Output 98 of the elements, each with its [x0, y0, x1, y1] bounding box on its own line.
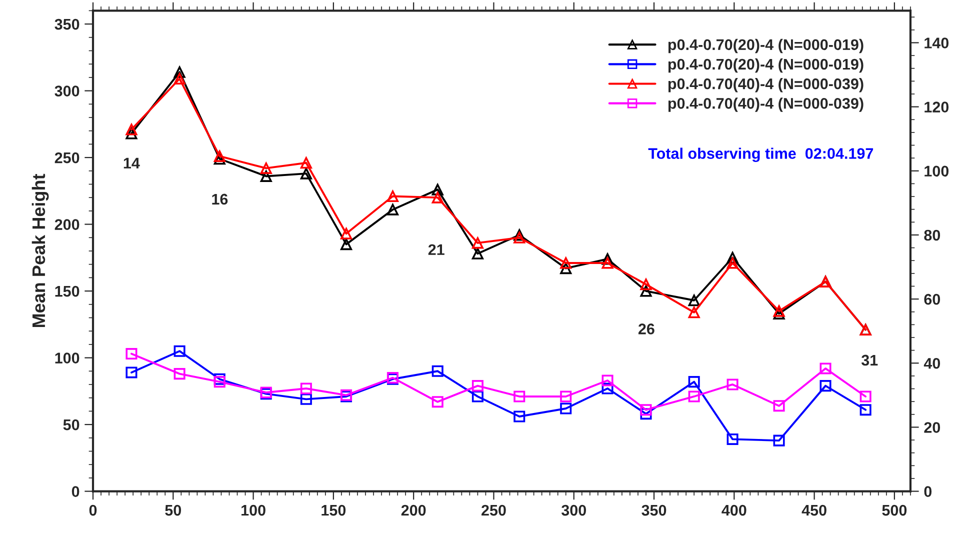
point — [560, 262, 572, 274]
x-tick-label: 200 — [401, 504, 426, 516]
point — [300, 157, 312, 169]
x-tick-label: 0 — [89, 504, 97, 516]
point — [602, 253, 614, 265]
point — [386, 190, 399, 202]
point — [640, 278, 652, 290]
x-tick-label: 400 — [722, 504, 746, 516]
point — [773, 308, 785, 320]
point — [602, 382, 614, 394]
legend-label: p0.4-0.70(40)-4 (N=000-039) — [668, 98, 864, 112]
point — [126, 128, 138, 140]
point — [432, 184, 444, 196]
x-tick-label: 250 — [482, 504, 506, 516]
y2-tick-label: 20 — [924, 422, 940, 433]
point — [214, 153, 226, 165]
point — [260, 170, 272, 182]
point — [214, 376, 226, 388]
y2-tick-label: 100 — [924, 166, 949, 177]
point — [260, 162, 272, 174]
point — [386, 204, 399, 216]
point — [726, 378, 738, 390]
y-tick-label: 150 — [55, 286, 80, 297]
point — [174, 66, 186, 78]
point — [773, 305, 785, 317]
y2-tick-label: 140 — [924, 38, 949, 48]
y2-tick-label: 0 — [924, 486, 932, 497]
y2-tick-label: 120 — [924, 102, 949, 112]
point — [174, 368, 186, 380]
point — [300, 168, 312, 180]
x-tick-label: 100 — [242, 504, 266, 516]
y-tick-label: 200 — [54, 219, 80, 230]
y-tick-label: 0 — [72, 486, 80, 497]
annotation: 26 — [638, 324, 654, 334]
point — [688, 294, 700, 306]
annotation: 14 — [124, 158, 140, 168]
y-tick-label: 100 — [55, 352, 80, 364]
point — [300, 393, 312, 405]
x-tick-label: 500 — [882, 504, 907, 516]
point — [560, 402, 572, 414]
point — [773, 400, 785, 412]
annotation: 31 — [861, 354, 878, 366]
point — [514, 410, 526, 422]
x-tick-label: 150 — [322, 504, 346, 516]
point — [688, 306, 700, 318]
point — [688, 390, 700, 402]
y-axis-title: Mean Peak Height — [32, 174, 49, 328]
y2-tick-label: 60 — [924, 294, 940, 305]
y2-tick-label: 80 — [924, 230, 940, 241]
y-tick-label: 250 — [54, 152, 80, 164]
point — [640, 285, 652, 297]
point — [860, 404, 872, 416]
y-tick-label: 300 — [54, 86, 80, 96]
point — [773, 434, 785, 446]
annotation: Total observing time 02:04.197 — [648, 148, 874, 162]
point — [602, 257, 614, 269]
y2-tick-label: 40 — [924, 358, 940, 369]
point — [174, 73, 186, 85]
legend-label: p0.4-0.70(20)-4 (N=000-019) — [668, 38, 864, 54]
point — [300, 382, 312, 394]
point — [860, 390, 872, 402]
point — [472, 248, 484, 260]
point — [432, 396, 444, 408]
point — [514, 390, 526, 402]
x-tick-label: 50 — [165, 504, 182, 516]
point — [820, 380, 832, 392]
point — [214, 150, 226, 162]
point — [472, 390, 484, 402]
point — [514, 229, 526, 241]
point — [126, 348, 138, 360]
annotation: 21 — [428, 244, 444, 255]
point — [126, 124, 138, 136]
point — [514, 232, 526, 244]
y-tick-label: 50 — [63, 419, 80, 430]
point — [432, 192, 444, 204]
legend-label: p0.4-0.70(40)-4 (N=000-039) — [668, 78, 864, 92]
x-tick-label: 300 — [561, 504, 586, 516]
point — [174, 345, 186, 357]
point — [560, 390, 572, 402]
point — [472, 237, 484, 249]
point — [340, 238, 352, 250]
annotation: 16 — [212, 194, 228, 205]
point — [726, 257, 738, 269]
point — [472, 380, 484, 392]
y-tick-label: 350 — [54, 18, 80, 30]
point — [820, 362, 832, 374]
point — [126, 366, 138, 378]
point — [726, 433, 738, 445]
point — [688, 376, 700, 388]
point — [340, 228, 352, 240]
x-tick-label: 450 — [802, 504, 826, 516]
point — [602, 374, 614, 386]
point — [432, 365, 444, 377]
point — [726, 252, 738, 264]
point — [560, 257, 572, 269]
point — [640, 404, 652, 416]
legend-label: p0.4-0.70(20)-4 (N=000-019) — [668, 58, 864, 73]
x-tick-label: 350 — [642, 504, 666, 516]
